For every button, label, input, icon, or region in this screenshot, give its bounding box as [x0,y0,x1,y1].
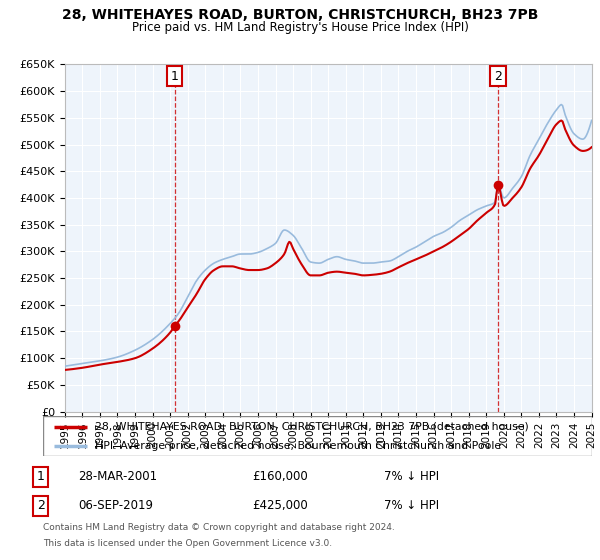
Text: This data is licensed under the Open Government Licence v3.0.: This data is licensed under the Open Gov… [43,539,332,548]
Text: HPI: Average price, detached house, Bournemouth Christchurch and Poole: HPI: Average price, detached house, Bour… [95,441,502,450]
Text: 7% ↓ HPI: 7% ↓ HPI [384,470,439,483]
Text: 7% ↓ HPI: 7% ↓ HPI [384,499,439,512]
Text: 06-SEP-2019: 06-SEP-2019 [78,499,153,512]
Text: Contains HM Land Registry data © Crown copyright and database right 2024.: Contains HM Land Registry data © Crown c… [43,523,395,532]
Text: 28, WHITEHAYES ROAD, BURTON, CHRISTCHURCH, BH23 7PB: 28, WHITEHAYES ROAD, BURTON, CHRISTCHURC… [62,8,538,22]
Text: 2: 2 [37,499,45,512]
Text: 1: 1 [170,70,178,83]
Text: 28, WHITEHAYES ROAD, BURTON, CHRISTCHURCH, BH23 7PB (detached house): 28, WHITEHAYES ROAD, BURTON, CHRISTCHURC… [95,422,529,432]
Text: £425,000: £425,000 [252,499,308,512]
Text: Price paid vs. HM Land Registry's House Price Index (HPI): Price paid vs. HM Land Registry's House … [131,21,469,34]
Text: 2: 2 [494,70,502,83]
Text: 1: 1 [37,470,45,483]
Text: £160,000: £160,000 [252,470,308,483]
Text: 28-MAR-2001: 28-MAR-2001 [78,470,157,483]
